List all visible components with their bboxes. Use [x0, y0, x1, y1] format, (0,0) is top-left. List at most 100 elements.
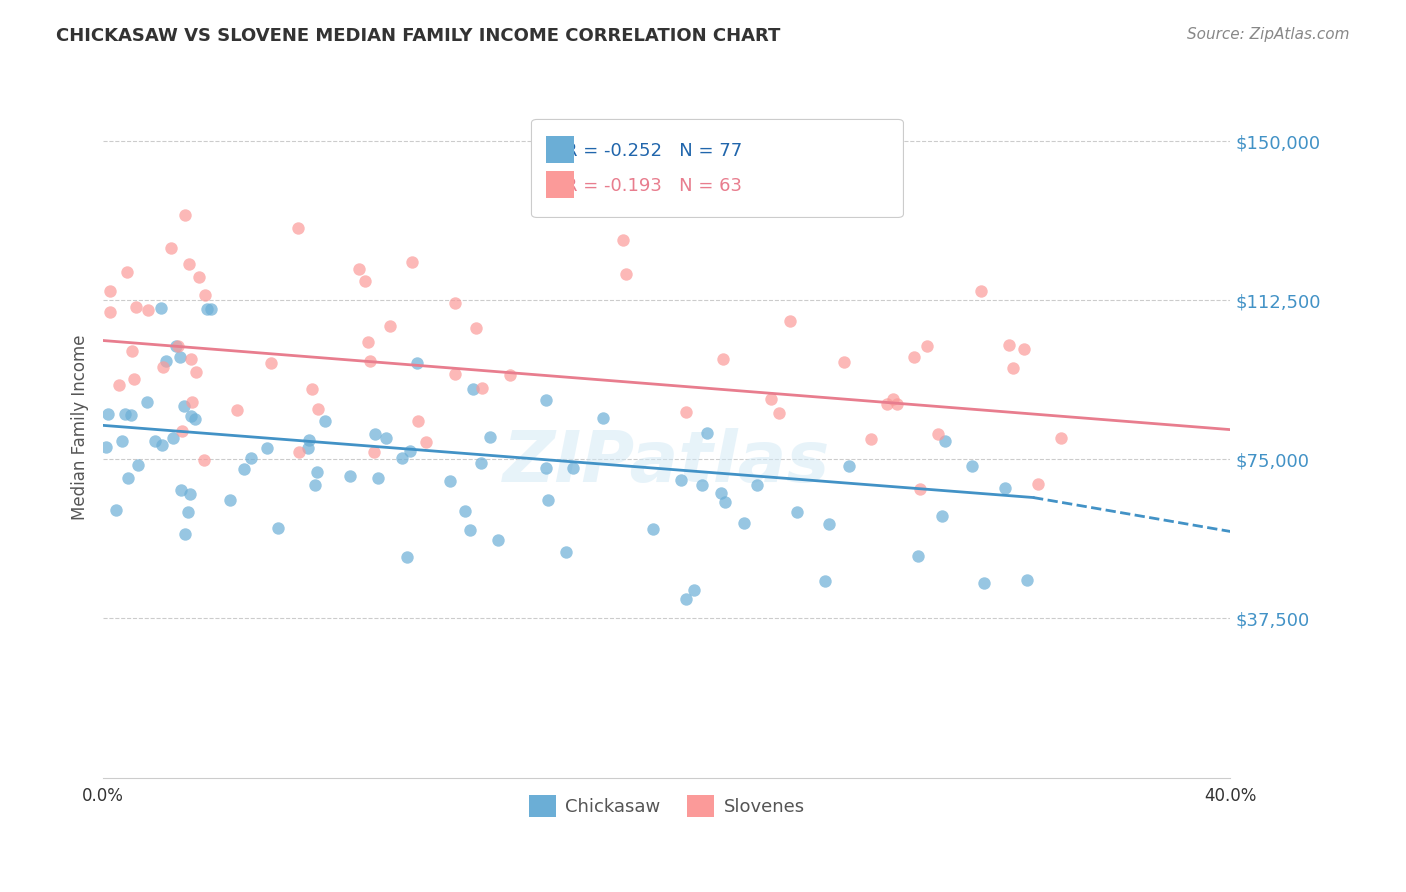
Point	[499, 368, 522, 382]
Text: ZIPatlas: ZIPatlas	[503, 428, 831, 497]
Point	[818, 517, 841, 532]
Point	[150, 438, 173, 452]
Point	[465, 320, 488, 334]
Text: R = -0.193   N = 63: R = -0.193 N = 63	[565, 177, 742, 195]
Point	[470, 456, 492, 470]
Point	[314, 414, 336, 428]
Point	[125, 300, 148, 314]
Point	[170, 425, 193, 439]
Point	[98, 305, 121, 319]
Point	[359, 354, 381, 368]
Point	[167, 339, 190, 353]
Point	[177, 505, 200, 519]
Point	[1002, 361, 1025, 376]
Point	[714, 494, 737, 508]
Point	[973, 576, 995, 591]
Point	[301, 382, 323, 396]
Point	[104, 503, 127, 517]
Point	[927, 427, 949, 442]
Point	[165, 339, 187, 353]
Point	[810, 185, 832, 199]
Point	[1012, 342, 1035, 356]
Point	[391, 451, 413, 466]
Point	[287, 220, 309, 235]
Point	[143, 434, 166, 448]
Point	[121, 343, 143, 358]
Text: CHICKASAW VS SLOVENE MEDIAN FAMILY INCOME CORRELATION CHART: CHICKASAW VS SLOVENE MEDIAN FAMILY INCOM…	[56, 27, 780, 45]
Point	[838, 459, 860, 474]
Point	[486, 533, 509, 548]
Point	[454, 504, 477, 518]
Point	[882, 392, 904, 407]
Point	[931, 508, 953, 523]
Text: R = -0.252   N = 77: R = -0.252 N = 77	[565, 142, 742, 160]
Point	[195, 301, 218, 316]
Point	[117, 265, 139, 279]
Point	[297, 441, 319, 455]
Point	[1026, 476, 1049, 491]
Y-axis label: Median Family Income: Median Family Income	[72, 334, 89, 520]
Point	[256, 441, 278, 455]
Point	[307, 402, 329, 417]
Point	[696, 425, 718, 440]
Point	[110, 434, 132, 449]
Legend: Chickasaw, Slovenes: Chickasaw, Slovenes	[522, 788, 811, 824]
Point	[612, 234, 634, 248]
Point	[98, 284, 121, 298]
FancyBboxPatch shape	[531, 120, 904, 218]
Point	[159, 241, 181, 255]
Point	[122, 372, 145, 386]
Point	[180, 351, 202, 366]
Point	[747, 478, 769, 492]
Point	[266, 521, 288, 535]
Point	[170, 483, 193, 497]
Point	[193, 453, 215, 467]
Point	[915, 339, 938, 353]
Point	[120, 409, 142, 423]
Point	[997, 338, 1019, 352]
Point	[363, 445, 385, 459]
Point	[240, 450, 263, 465]
Point	[614, 267, 637, 281]
Point	[127, 458, 149, 472]
Point	[415, 434, 437, 449]
Point	[406, 356, 429, 370]
Point	[458, 523, 481, 537]
Point	[177, 257, 200, 271]
Point	[832, 355, 855, 369]
Point	[136, 303, 159, 318]
Bar	[546, 136, 574, 163]
Point	[779, 314, 801, 328]
Point	[288, 444, 311, 458]
Point	[860, 432, 883, 446]
Point	[173, 399, 195, 413]
Point	[188, 269, 211, 284]
Point	[200, 302, 222, 317]
Point	[443, 296, 465, 310]
Point	[97, 407, 120, 421]
Point	[347, 262, 370, 277]
Point	[367, 471, 389, 485]
Point	[378, 319, 401, 334]
Point	[903, 350, 925, 364]
Point	[910, 482, 932, 496]
Point	[396, 549, 419, 564]
Point	[876, 397, 898, 411]
Point	[114, 408, 136, 422]
Point	[364, 426, 387, 441]
Point	[759, 392, 782, 406]
Point	[107, 378, 129, 392]
Point	[682, 583, 704, 598]
Point	[970, 284, 993, 298]
Point	[461, 382, 484, 396]
Point	[117, 471, 139, 485]
Point	[194, 288, 217, 302]
Point	[219, 492, 242, 507]
Point	[478, 430, 501, 444]
Point	[562, 460, 585, 475]
Point	[537, 492, 560, 507]
Point	[733, 516, 755, 530]
Point	[886, 397, 908, 411]
Point	[304, 478, 326, 492]
Point	[155, 354, 177, 368]
